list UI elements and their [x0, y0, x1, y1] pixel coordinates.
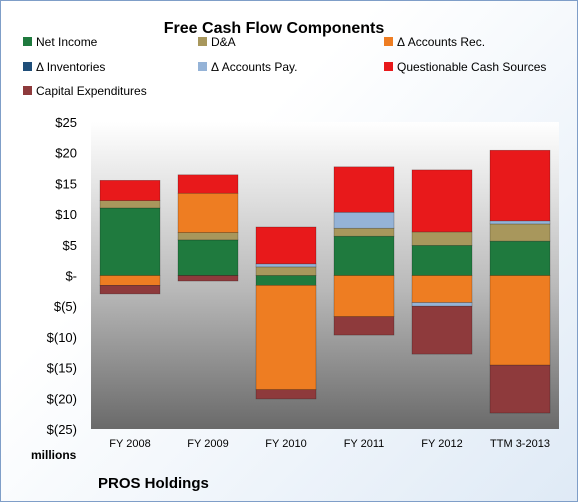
bar-segment-accounts-pay-fy-2012 [411, 302, 473, 307]
legend-swatch-capital-expenditures [23, 86, 32, 95]
y-tick-label: $(10) [47, 330, 77, 345]
legend-swatch-net-income [23, 37, 32, 46]
legend-label-inventories: Δ Inventories [36, 60, 105, 74]
x-tick-label-fy-2011: FY 2011 [344, 438, 385, 450]
bar-segment-questionable-cash-sources-fy-2010 [255, 226, 317, 265]
y-axis-unit-label: millions [31, 448, 77, 462]
bar-segment-accounts-rec-fy-2011 [333, 275, 395, 317]
chart-title: Free Cash Flow Components [164, 20, 385, 37]
bar-segment-d-a-fy-2010 [255, 266, 317, 276]
y-tick-label: $- [65, 269, 77, 284]
bar-segment-net-income-fy-2008 [99, 207, 161, 276]
legend-label-accounts-pay: Δ Accounts Pay. [211, 60, 298, 74]
bar-segment-d-a-fy-2008 [99, 200, 161, 209]
y-tick-label: $(15) [47, 361, 77, 376]
legend-swatch-accounts-pay [198, 62, 207, 71]
y-tick-label: $5 [63, 238, 77, 253]
bar-segment-capital-expenditures-fy-2012 [411, 305, 473, 355]
bar-segment-accounts-pay-fy-2010 [255, 263, 317, 268]
bar-segment-questionable-cash-sources-fy-2009 [177, 174, 239, 194]
legend-swatch-inventories [23, 62, 32, 71]
bar-segment-questionable-cash-sources-ttm-3-2013 [489, 149, 551, 222]
bar-segment-questionable-cash-sources-fy-2008 [99, 180, 161, 201]
bar-segment-d-a-ttm-3-2013 [489, 223, 551, 242]
bar-segment-capital-expenditures-fy-2011 [333, 316, 395, 336]
bar-segment-d-a-fy-2011 [333, 227, 395, 237]
x-tick-label-fy-2008: FY 2008 [109, 438, 150, 450]
legend-swatch-accounts-rec [384, 37, 393, 46]
bar-segment-questionable-cash-sources-fy-2012 [411, 169, 473, 233]
y-tick-label: $25 [55, 115, 77, 130]
y-axis: $25 $20 $15 $10 $5 $- $(5) $(10) $(15) $(20) $(25) [47, 115, 77, 437]
legend-label-capital-expenditures: Capital Expenditures [36, 84, 147, 98]
bar-segment-accounts-rec-fy-2008 [99, 275, 161, 286]
bar-segment-d-a-fy-2009 [177, 232, 239, 241]
bar-segment-net-income-fy-2012 [411, 245, 473, 276]
company-name: PROS Holdings [98, 475, 209, 492]
legend-swatch-d-a [198, 37, 207, 46]
legend: Net Income D&A Δ Accounts Rec. Δ Inventorie… [23, 35, 546, 98]
bar-segment-net-income-ttm-3-2013 [489, 240, 551, 276]
bar-segment-capital-expenditures-fy-2010 [255, 389, 317, 400]
x-tick-label-ttm-3-2013: TTM 3-2013 [490, 438, 550, 450]
legend-label-d-a: D&A [211, 35, 236, 49]
bar-segment-capital-expenditures-fy-2008 [99, 285, 161, 295]
legend-label-questionable-cash-sources: Questionable Cash Sources [397, 60, 546, 74]
bar-segment-accounts-rec-ttm-3-2013 [489, 275, 551, 366]
legend-label-accounts-rec: Δ Accounts Rec. [397, 35, 485, 49]
bar-segment-questionable-cash-sources-fy-2011 [333, 166, 395, 213]
bar-segment-accounts-pay-ttm-3-2013 [489, 220, 551, 225]
x-tick-label-fy-2012: FY 2012 [421, 438, 462, 450]
bar-segment-net-income-fy-2011 [333, 235, 395, 276]
bar-segment-accounts-pay-fy-2011 [333, 211, 395, 229]
bar-segment-d-a-fy-2012 [411, 231, 473, 246]
y-tick-label: $10 [55, 207, 77, 222]
bar-segment-accounts-rec-fy-2010 [255, 285, 317, 391]
bar-segment-accounts-rec-fy-2012 [411, 275, 473, 303]
x-tick-label-fy-2009: FY 2009 [187, 438, 228, 450]
bar-segment-accounts-rec-fy-2009 [177, 192, 239, 233]
y-tick-label: $15 [55, 176, 77, 191]
bar-segment-capital-expenditures-ttm-3-2013 [489, 364, 551, 414]
bars-layer [99, 149, 551, 414]
bar-segment-net-income-fy-2010 [255, 275, 317, 286]
legend-label-net-income: Net Income [36, 35, 98, 49]
x-axis: FY 2008 FY 2009 FY 2010 FY 2011 FY 2012 TTM 3… [109, 438, 550, 450]
bar-segment-capital-expenditures-fy-2009 [177, 275, 239, 282]
y-tick-label: $(20) [47, 391, 77, 406]
plot-area [91, 122, 559, 429]
legend-swatch-questionable-cash-sources [384, 62, 393, 71]
x-tick-label-fy-2010: FY 2010 [265, 438, 306, 450]
y-tick-label: $(5) [54, 299, 77, 314]
y-tick-label: $20 [55, 146, 77, 161]
y-tick-label: $(25) [47, 422, 77, 437]
bar-segment-net-income-fy-2009 [177, 239, 239, 276]
